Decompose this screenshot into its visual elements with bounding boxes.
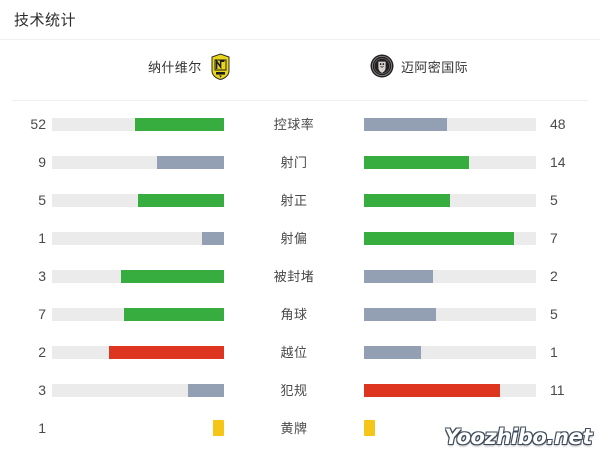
- home-bar-fill: [134, 117, 224, 131]
- home-value: 1: [38, 420, 46, 436]
- away-bar-track: [364, 345, 536, 359]
- page-title: 技术统计: [14, 12, 77, 29]
- watermark: Yoozhibo.net: [444, 425, 592, 449]
- home-bar-track: [52, 231, 224, 245]
- header-divider-bottom: [12, 100, 588, 101]
- home-team[interactable]: 纳什维尔: [148, 52, 232, 80]
- away-value: 48: [550, 116, 566, 132]
- away-bar-track: [364, 117, 536, 131]
- away-value: 14: [550, 154, 566, 170]
- away-team-name: 迈阿密国际: [401, 59, 469, 75]
- stat-label: 射正: [280, 192, 308, 208]
- away-bar-fill: [364, 231, 514, 245]
- away-bar-fill: [364, 269, 433, 283]
- home-value: 3: [38, 268, 46, 284]
- away-bar-track: [364, 193, 536, 207]
- away-bar-fill: [364, 345, 421, 359]
- home-bar-fill: [201, 231, 224, 245]
- away-value: 7: [550, 230, 558, 246]
- away-bar-track: [364, 231, 536, 245]
- away-bar-fill: [364, 307, 437, 321]
- home-bar-track: [52, 345, 224, 359]
- home-value: 9: [38, 154, 46, 170]
- home-value: 1: [38, 230, 46, 246]
- home-team-name: 纳什维尔: [148, 59, 202, 75]
- nashville-sc-crest-icon: [209, 52, 232, 80]
- stat-label: 射偏: [280, 230, 308, 246]
- stat-label: 控球率: [273, 116, 315, 132]
- away-value: 5: [550, 192, 558, 208]
- home-value: 52: [30, 116, 46, 132]
- away-bar-fill: [364, 117, 447, 131]
- away-bar-track: [364, 383, 536, 397]
- home-value: 3: [38, 382, 46, 398]
- home-bar-track: [52, 155, 224, 169]
- yellow-card-icon: [364, 419, 375, 436]
- stats-list: 52 控球率 48 9 射门 14 5 射正 5 1 射偏 7 3 被封堵 2 7 角球 5 2 越位 1 3 犯规 11 1 黄…: [0, 101, 600, 447]
- stat-row: 52 控球率 48: [0, 105, 600, 143]
- stat-row: 1 射偏 7: [0, 219, 600, 257]
- home-bar-fill: [187, 383, 224, 397]
- stat-label: 黄牌: [280, 420, 308, 436]
- away-bar-track: [364, 307, 536, 321]
- inter-miami-crest-icon: [370, 54, 394, 78]
- stat-label: 犯规: [280, 382, 308, 398]
- header-divider-top: [0, 39, 600, 40]
- home-bar-fill: [156, 155, 224, 169]
- home-value: 7: [38, 306, 46, 322]
- home-bar-track: [52, 307, 224, 321]
- team-header: 纳什维尔 迈阿密国际: [0, 40, 600, 92]
- home-bar-track: [52, 269, 224, 283]
- away-bar-fill: [364, 155, 469, 169]
- away-team[interactable]: 迈阿密国际: [370, 54, 468, 78]
- away-value: 2: [550, 268, 558, 284]
- stat-row: 1 黄牌: [0, 409, 600, 447]
- home-value: 5: [38, 192, 46, 208]
- away-value: 11: [550, 382, 565, 398]
- home-bar-fill: [120, 269, 224, 283]
- stat-row: 3 犯规 11: [0, 371, 600, 409]
- away-card-slot: [364, 419, 536, 437]
- stat-row: 7 角球 5: [0, 295, 600, 333]
- stat-label: 射门: [280, 154, 308, 170]
- home-bar-fill: [124, 307, 224, 321]
- home-card-slot: [52, 419, 224, 437]
- stat-row: 2 越位 1: [0, 333, 600, 371]
- home-bar-track: [52, 383, 224, 397]
- home-value: 2: [38, 344, 46, 360]
- stat-row: 3 被封堵 2: [0, 257, 600, 295]
- away-bar-fill: [364, 383, 500, 397]
- stat-row: 9 射门 14: [0, 143, 600, 181]
- home-bar-track: [52, 117, 224, 131]
- home-bar-fill: [108, 345, 224, 359]
- stat-label: 越位: [280, 344, 308, 360]
- stat-row: 5 射正 5: [0, 181, 600, 219]
- away-bar-track: [364, 155, 536, 169]
- away-bar-track: [364, 269, 536, 283]
- away-bar-fill: [364, 193, 450, 207]
- away-value: 1: [550, 344, 558, 360]
- home-bar-fill: [138, 193, 224, 207]
- stat-label: 被封堵: [273, 268, 315, 284]
- stat-label: 角球: [280, 306, 308, 322]
- home-bar-track: [52, 193, 224, 207]
- away-value: 5: [550, 306, 558, 322]
- yellow-card-icon: [213, 419, 224, 436]
